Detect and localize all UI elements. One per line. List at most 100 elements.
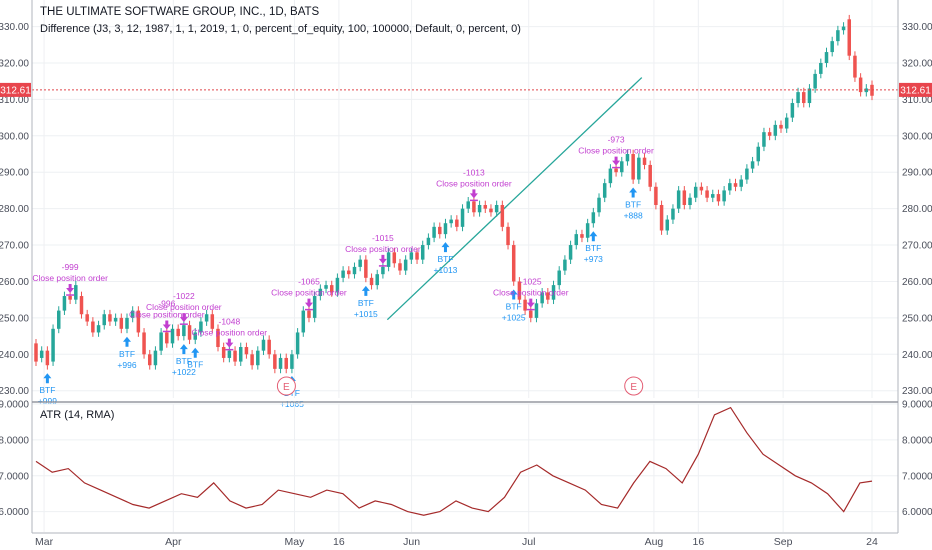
price-tick-right: 260.00 xyxy=(902,277,932,288)
close-marker: Close position order-1048 xyxy=(192,317,267,351)
candle xyxy=(676,186,681,214)
buy-arrow-icon xyxy=(361,285,370,296)
candle xyxy=(159,328,163,356)
candle xyxy=(853,51,857,82)
candle xyxy=(756,142,761,166)
candle xyxy=(767,127,772,141)
candle xyxy=(534,298,539,323)
candle xyxy=(256,346,260,370)
candle xyxy=(187,320,192,345)
candle xyxy=(392,247,397,268)
candle xyxy=(659,200,664,235)
price-tick-left: 230.00 xyxy=(0,386,29,397)
candle xyxy=(705,186,709,203)
price-tick-right: 280.00 xyxy=(902,204,932,215)
candle xyxy=(637,153,641,184)
earnings-icon: E xyxy=(630,382,637,393)
price-tick-right: 230.00 xyxy=(902,386,932,397)
candle xyxy=(290,349,294,374)
trendline-segment xyxy=(386,77,643,321)
candle xyxy=(557,266,561,290)
candle xyxy=(722,186,726,206)
candle xyxy=(125,313,129,334)
atr-tick-left: 6.0000 xyxy=(0,507,29,518)
candle xyxy=(56,306,61,334)
candle xyxy=(620,156,624,177)
candle xyxy=(591,207,596,228)
buy-marker: BTF+1022 xyxy=(172,344,196,377)
candle xyxy=(210,309,215,334)
candle xyxy=(352,262,357,279)
close-qty: -1048 xyxy=(218,317,240,327)
buy-qty: +996 xyxy=(117,360,136,370)
candle xyxy=(273,349,277,374)
candle xyxy=(506,222,510,250)
candle xyxy=(784,113,789,133)
atr-grid xyxy=(32,403,898,532)
buy-qty: +999 xyxy=(38,396,57,406)
buy-label: BTF xyxy=(119,349,135,359)
candle xyxy=(113,313,118,326)
buy-label: BTF xyxy=(437,254,453,264)
candle xyxy=(625,149,630,166)
candle xyxy=(654,182,658,210)
candle xyxy=(750,156,755,173)
candle xyxy=(108,309,112,326)
candle xyxy=(716,189,721,206)
buy-arrow-icon xyxy=(441,242,450,253)
close-qty: -1022 xyxy=(173,291,195,301)
candle xyxy=(841,22,846,35)
candle xyxy=(244,342,249,359)
buy-label: BTF xyxy=(39,385,55,395)
close-arrow-icon xyxy=(162,320,171,330)
candle xyxy=(199,317,203,337)
candle xyxy=(665,215,670,235)
earnings-event: E xyxy=(276,376,296,396)
close-label: Close position order xyxy=(32,273,108,283)
price-tick-right: 270.00 xyxy=(902,241,932,252)
candle xyxy=(227,346,232,363)
price-tick-left: 240.00 xyxy=(0,350,29,361)
candle xyxy=(250,349,254,370)
candle xyxy=(728,178,732,195)
candle xyxy=(802,87,806,108)
atr-pane: 6.0000 6.0000 7.0000 7.0000 8.0000 8.0000 9.00… xyxy=(0,400,932,532)
candle xyxy=(267,335,271,359)
candle xyxy=(176,324,180,341)
candle xyxy=(301,306,306,337)
time-tick: Aug xyxy=(645,536,664,548)
candle xyxy=(261,335,266,356)
price-tick-right: 310.00 xyxy=(902,95,932,106)
candle xyxy=(443,218,448,239)
atr-tick-right: 6.0000 xyxy=(902,507,932,518)
time-tick: Jun xyxy=(403,536,420,548)
close-arrow-icon xyxy=(526,298,535,308)
buy-qty: +1015 xyxy=(354,309,378,319)
candle xyxy=(62,291,67,315)
buy-arrow-icon xyxy=(509,289,518,300)
candle xyxy=(563,255,567,275)
candle xyxy=(807,84,812,108)
atr-tick-left: 9.0000 xyxy=(0,400,29,411)
candle xyxy=(45,346,50,370)
candle xyxy=(193,328,197,345)
close-qty: -973 xyxy=(608,135,625,145)
close-label: Close position order xyxy=(129,309,205,319)
price-tick-left: 300.00 xyxy=(0,131,29,142)
candle xyxy=(762,127,766,152)
close-label: Close position order xyxy=(345,244,421,254)
buy-marker: BTF+888 xyxy=(624,187,643,221)
close-marker: Close position order-1022 xyxy=(146,291,222,325)
close-qty: -1025 xyxy=(520,277,542,287)
last-price-tag-left xyxy=(0,82,31,97)
candle xyxy=(642,153,647,170)
price-axis-right: 230.00 240.00 250.00 260.00 270.00 280.00 290.… xyxy=(902,22,932,397)
close-arrow-icon xyxy=(304,298,313,308)
candle xyxy=(426,233,431,250)
candle xyxy=(341,266,345,283)
candle xyxy=(409,247,414,264)
candle xyxy=(318,284,323,301)
candle xyxy=(432,222,436,243)
candle xyxy=(238,342,243,366)
candle xyxy=(648,160,652,192)
